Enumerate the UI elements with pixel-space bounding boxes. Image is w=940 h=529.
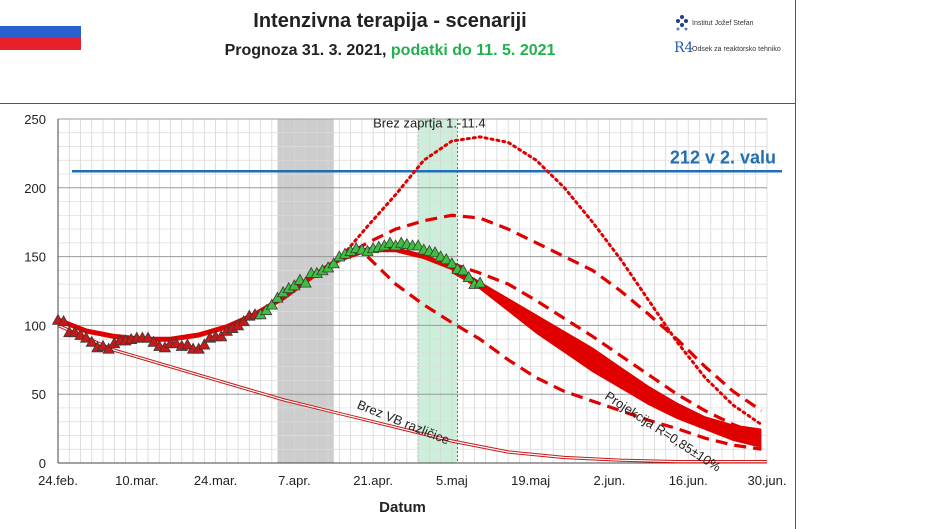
observed-point-green bbox=[456, 264, 470, 276]
series-line-dashed bbox=[366, 255, 762, 451]
x-tick-label: 24.mar. bbox=[194, 473, 237, 488]
x-tick-label: 7.apr. bbox=[278, 473, 311, 488]
data-until-date: podatki do 11. 5. 2021 bbox=[390, 42, 556, 59]
y-tick-label: 250 bbox=[24, 112, 46, 127]
r4-logo-icon: R4 bbox=[674, 40, 694, 56]
green-period-band bbox=[418, 119, 458, 463]
observed-point-red bbox=[181, 338, 194, 350]
observed-point-red bbox=[215, 330, 228, 342]
x-tick-label: 19.maj bbox=[511, 473, 550, 488]
y-tick-label: 200 bbox=[24, 181, 46, 196]
y-tick-label: 100 bbox=[24, 318, 46, 333]
x-axis-label: Datum bbox=[379, 499, 426, 516]
institute-name: Institut Jožef Stefan bbox=[692, 20, 754, 27]
observed-point-green bbox=[265, 298, 279, 310]
observed-point-red bbox=[79, 331, 93, 343]
slovenia-flag bbox=[0, 14, 81, 50]
ijs-logo-icon bbox=[676, 15, 688, 31]
x-tick-label: 21.apr. bbox=[353, 473, 393, 488]
icu-scenario-chart: 0 50 100 150 200 250 24.feb. 10.mar. 24.mar. 7.ap… bbox=[24, 112, 786, 516]
series-line-dashed bbox=[451, 261, 762, 437]
chart-panel-border bbox=[795, 104, 796, 529]
series-line-no-uk-variant-inner bbox=[57, 324, 767, 463]
observed-point-green bbox=[440, 253, 453, 265]
reference-line-label: 212 v 2. valu bbox=[670, 147, 776, 167]
page-subtitle: Prognoza 31. 3. 2021, podatki do 11. 5. … bbox=[160, 42, 620, 60]
annotation-no-lockdown: Brez zaprtja 1.-11.4 bbox=[373, 115, 485, 130]
x-tick-label: 10.mar. bbox=[115, 473, 158, 488]
observed-point-green bbox=[428, 246, 442, 258]
institute-logo: Institut Jožef Stefan R4 Odsek za reakto… bbox=[670, 12, 790, 62]
x-tick-label: 16.jun. bbox=[669, 473, 708, 488]
observed-point-green bbox=[299, 276, 312, 288]
observed-point-red bbox=[237, 314, 250, 327]
observed-point-red bbox=[57, 314, 70, 327]
observed-point-green bbox=[260, 303, 273, 316]
observed-point-green bbox=[288, 279, 301, 291]
projection-band bbox=[451, 266, 762, 448]
forecast-date: Prognoza 31. 3. 2021, bbox=[224, 42, 391, 59]
observed-point-green bbox=[271, 291, 284, 303]
observed-point-red bbox=[198, 338, 211, 350]
header-panel bbox=[0, 0, 796, 104]
observed-point-red bbox=[102, 342, 115, 354]
y-tick-label: 0 bbox=[39, 456, 46, 471]
observed-point-green bbox=[462, 270, 475, 283]
y-tick-label: 50 bbox=[32, 387, 46, 402]
observed-point-red bbox=[85, 335, 98, 347]
page-title: Intenzivna terapija - scenariji bbox=[253, 10, 527, 32]
x-tick-label: 2.jun. bbox=[594, 473, 626, 488]
series-line-no-lockdown bbox=[337, 135, 763, 426]
observed-point-red bbox=[141, 331, 155, 343]
x-tick-label: 30.jun. bbox=[747, 473, 786, 488]
observed-point-green bbox=[445, 257, 459, 269]
y-tick-label: 150 bbox=[24, 250, 46, 265]
observed-point-green bbox=[411, 239, 425, 251]
series-line-dashed bbox=[338, 213, 763, 413]
x-tick-label: 5.maj bbox=[436, 473, 468, 488]
observed-point-green bbox=[473, 276, 487, 288]
x-tick-label: 24.feb. bbox=[38, 473, 78, 488]
observed-point-green bbox=[327, 257, 340, 269]
observed-point-red bbox=[147, 335, 160, 347]
department-name: Odsek za reaktorsko tehniko bbox=[692, 46, 781, 53]
